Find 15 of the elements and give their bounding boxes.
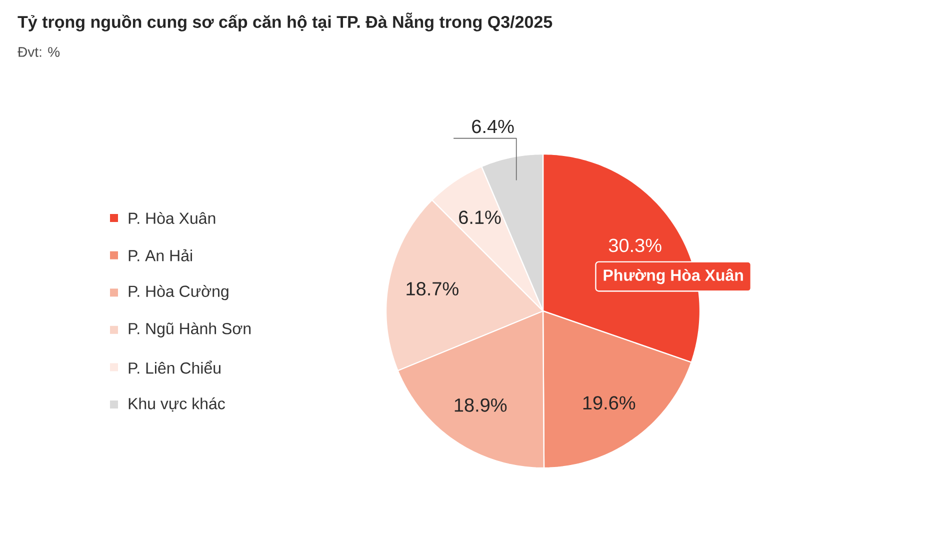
chart-subtitle: Đvt: % [18, 47, 60, 57]
legend-label: P. Hòa Xuân [128, 212, 216, 224]
data-label: 6.4% [472, 120, 514, 134]
legend-label: P. Hòa Cường [128, 285, 228, 300]
legend-label: P. Ngũ Hành Sơn [128, 322, 251, 338]
data-label: 19.6% [583, 396, 636, 410]
chart-title: Tỷ trọng nguồn cung sơ cấp căn hộ tại TP. Đà Nẵng trong Q3/2025 [18, 12, 552, 32]
legend-label: P. Liên Chiểu [128, 360, 220, 374]
legend-label: Khu vực khác [128, 397, 225, 412]
data-label: 18.7% [406, 282, 458, 296]
data-label: 30.3% [608, 238, 662, 252]
data-label: 6.1% [459, 210, 501, 224]
text: Phường Hòa Xuân [604, 268, 743, 284]
data-label: 18.9% [454, 398, 507, 412]
legend-label: P. An Hải [128, 249, 192, 262]
